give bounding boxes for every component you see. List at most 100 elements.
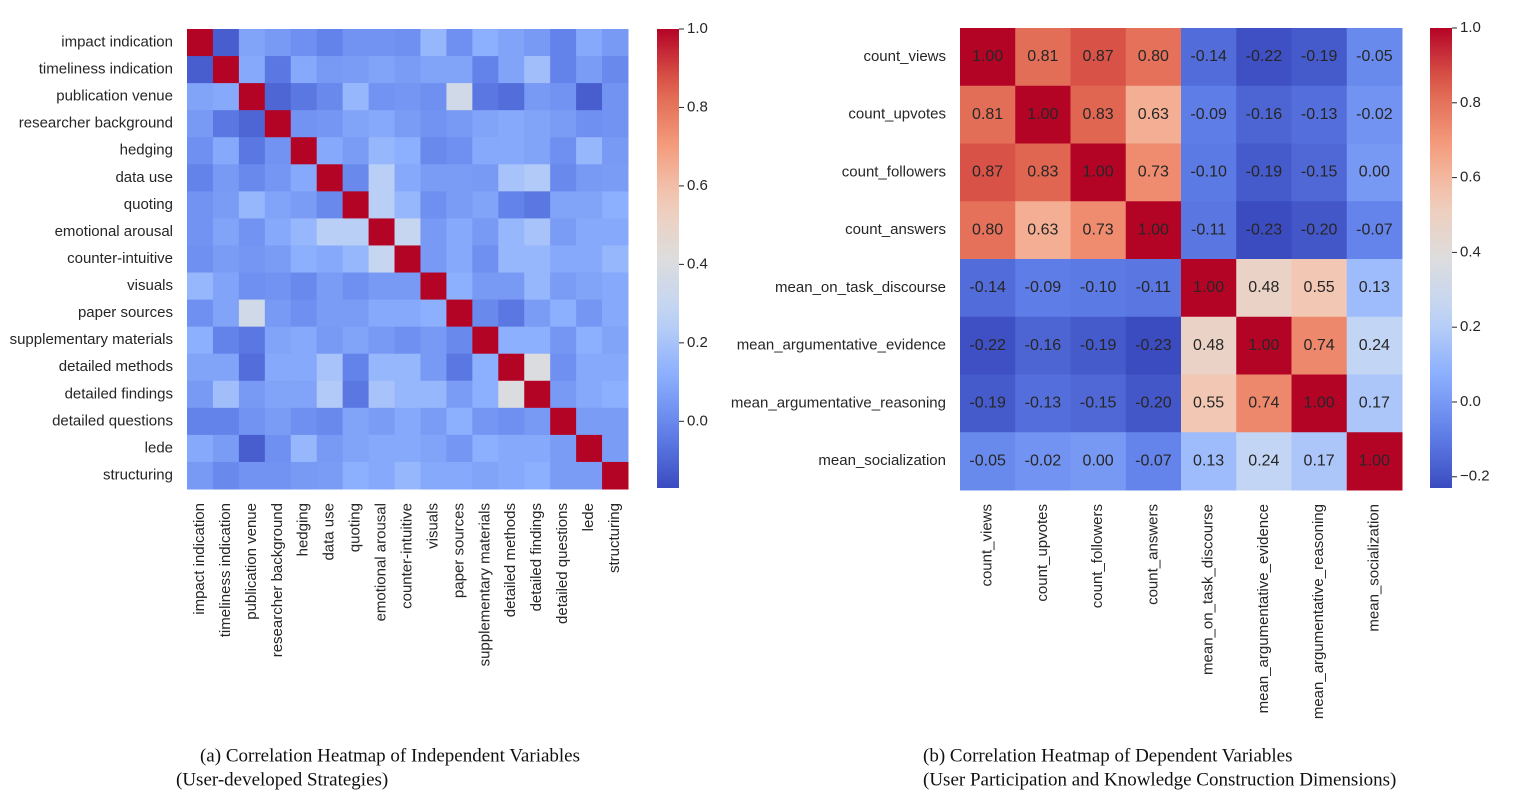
heatmap-cell bbox=[212, 380, 240, 409]
cell-label: -0.19 bbox=[1301, 48, 1338, 65]
y-tick-label: impact indication bbox=[61, 33, 173, 50]
heatmap-cell bbox=[602, 407, 629, 436]
heatmap-cell bbox=[420, 56, 447, 84]
heatmap-cell bbox=[446, 137, 473, 165]
heatmap-cell bbox=[342, 299, 370, 328]
heatmap-cell bbox=[1181, 28, 1237, 87]
cell-label: 0.13 bbox=[1193, 452, 1224, 469]
cell-label: -0.10 bbox=[1190, 164, 1227, 181]
heatmap-cell bbox=[290, 218, 318, 246]
cell-label: 1.00 bbox=[972, 48, 1003, 65]
heatmap-cell bbox=[602, 461, 629, 490]
colorbar bbox=[1430, 28, 1452, 488]
colorbar-tick-label: 0.8 bbox=[687, 98, 708, 115]
heatmap-cell bbox=[316, 164, 344, 192]
y-tick-label: structuring bbox=[103, 466, 173, 483]
heatmap-cell bbox=[1236, 259, 1292, 318]
heatmap-cell bbox=[550, 272, 577, 301]
heatmap-cell bbox=[550, 245, 577, 274]
heatmap-cell bbox=[342, 272, 370, 301]
x-tick-label: mean_on_task_discourse bbox=[1200, 504, 1217, 675]
heatmap-cell bbox=[1346, 28, 1403, 87]
heatmap-cell bbox=[498, 137, 525, 165]
y-tick-label: data use bbox=[115, 169, 173, 186]
x-tick-label: detailed questions bbox=[554, 503, 571, 624]
heatmap-cell bbox=[212, 353, 240, 382]
heatmap-cell bbox=[316, 272, 344, 301]
heatmap-cell bbox=[394, 245, 421, 274]
heatmap-cell bbox=[187, 326, 214, 355]
heatmap-cell bbox=[238, 272, 266, 301]
heatmap-cell bbox=[1346, 85, 1403, 144]
cell-label: -0.09 bbox=[1025, 279, 1062, 296]
heatmap-cell bbox=[290, 29, 318, 57]
heatmap-cell bbox=[264, 407, 292, 436]
heatmap-cell bbox=[1125, 28, 1182, 87]
colorbar-tick-label: 0.2 bbox=[687, 334, 708, 351]
y-tick-label: count_answers bbox=[845, 221, 946, 238]
heatmap-cell bbox=[498, 407, 525, 436]
cell-label: 0.00 bbox=[1359, 164, 1390, 181]
heatmap-cell bbox=[1125, 201, 1182, 260]
heatmap-cell bbox=[368, 218, 396, 246]
x-tick-label: mean_socialization bbox=[1365, 504, 1382, 632]
heatmap-cell bbox=[368, 56, 396, 84]
heatmap-cell bbox=[290, 299, 318, 328]
heatmap-cell bbox=[316, 299, 344, 328]
heatmap-cell bbox=[264, 434, 292, 463]
heatmap-cell bbox=[342, 191, 370, 219]
heatmap-cell bbox=[524, 137, 551, 165]
heatmap-cell bbox=[1125, 143, 1182, 202]
heatmap-cell bbox=[524, 380, 551, 409]
heatmap-cell bbox=[238, 137, 266, 165]
cell-label: 0.87 bbox=[972, 164, 1003, 181]
x-tick-label: mean_argumentative_evidence bbox=[1255, 504, 1272, 713]
heatmap-cell bbox=[290, 461, 318, 490]
heatmap-cell bbox=[238, 29, 266, 57]
caption: (User Participation and Knowledge Constr… bbox=[923, 769, 1396, 790]
heatmap-cell bbox=[316, 461, 344, 490]
heatmap-cell bbox=[524, 272, 551, 301]
heatmap-cell bbox=[446, 218, 473, 246]
heatmap-cell bbox=[1236, 143, 1292, 202]
x-tick-label: timeliness indication bbox=[217, 503, 234, 637]
heatmap-cell bbox=[446, 299, 473, 328]
heatmap-cell bbox=[960, 201, 1016, 260]
heatmap-cell bbox=[1181, 316, 1237, 375]
heatmap-cell bbox=[187, 299, 214, 328]
heatmap-cell bbox=[264, 461, 292, 490]
heatmap-cell bbox=[960, 259, 1016, 318]
heatmap-cell bbox=[212, 218, 240, 246]
cell-label: 0.81 bbox=[1027, 48, 1058, 65]
heatmap-cell bbox=[602, 191, 629, 219]
heatmap-cell bbox=[576, 137, 603, 165]
heatmap-cell bbox=[1236, 28, 1292, 87]
heatmap-cell bbox=[238, 380, 266, 409]
heatmap-cell bbox=[1181, 432, 1237, 491]
heatmap-cell bbox=[602, 326, 629, 355]
heatmap-cell bbox=[420, 299, 447, 328]
heatmap-cell bbox=[498, 434, 525, 463]
heatmap-cell bbox=[342, 326, 370, 355]
heatmap-cell bbox=[420, 434, 447, 463]
heatmap-cell bbox=[472, 353, 499, 382]
heatmap-cell bbox=[1125, 259, 1182, 318]
cell-label: 0.24 bbox=[1248, 452, 1279, 469]
heatmap-cell bbox=[420, 326, 447, 355]
heatmap-cell bbox=[446, 380, 473, 409]
heatmap-cell bbox=[498, 56, 525, 84]
heatmap-cell bbox=[1181, 259, 1237, 318]
cell-label: -0.19 bbox=[1246, 164, 1283, 181]
heatmap-cell bbox=[264, 83, 292, 111]
heatmap-cell bbox=[212, 29, 240, 57]
heatmap-cell bbox=[368, 461, 396, 490]
heatmap-cell bbox=[524, 191, 551, 219]
cell-label: 0.87 bbox=[1083, 48, 1114, 65]
heatmap-cell bbox=[1181, 143, 1237, 202]
colorbar-tick-label: 0.8 bbox=[1460, 94, 1481, 111]
heatmap-cell bbox=[576, 245, 603, 274]
heatmap-cell bbox=[394, 164, 421, 192]
heatmap-cell bbox=[1346, 259, 1403, 318]
y-tick-label: researcher background bbox=[19, 115, 173, 132]
heatmap-cell bbox=[576, 326, 603, 355]
